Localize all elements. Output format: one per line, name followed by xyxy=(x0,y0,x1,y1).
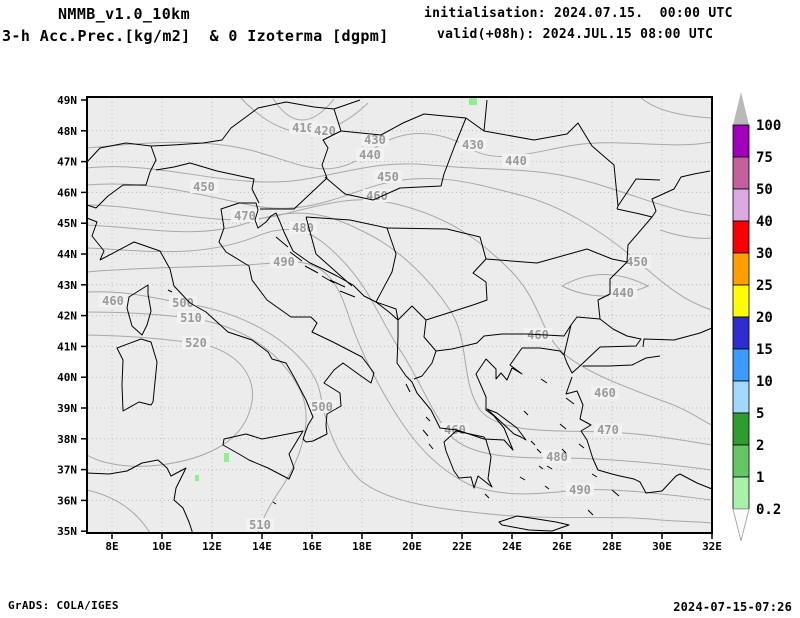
colorbar-segment xyxy=(733,157,749,189)
x-axis-label: 18E xyxy=(352,540,372,553)
y-axis-label: 43N xyxy=(57,279,77,292)
colorbar-label: 0.2 xyxy=(756,502,781,518)
colorbar-segment xyxy=(733,221,749,253)
isoline-label: 450 xyxy=(626,255,648,269)
colorbar-segment xyxy=(733,285,749,317)
x-axis-label: 22E xyxy=(452,540,472,553)
colorbar-arrow-top xyxy=(733,92,749,125)
x-axis-label: 8E xyxy=(105,540,118,553)
colorbar-label: 50 xyxy=(756,182,773,198)
y-axis-label: 39N xyxy=(57,402,77,415)
colorbar-label: 1 xyxy=(756,470,764,486)
colorbar-label: 2 xyxy=(756,438,764,454)
init-time-label: initialisation: 2024.07.15. 00:00 UTC xyxy=(424,6,733,21)
y-axis-label: 45N xyxy=(57,217,77,230)
y-axis-label: 42N xyxy=(57,310,77,323)
isoline-label: 470 xyxy=(597,423,619,437)
x-axis-label: 28E xyxy=(602,540,622,553)
isoline-label: 490 xyxy=(569,483,591,497)
colorbar-label: 100 xyxy=(756,118,781,134)
x-axis-label: 30E xyxy=(652,540,672,553)
y-axis-label: 41N xyxy=(57,340,77,353)
grads-credit: GrADS: COLA/IGES xyxy=(8,599,119,612)
colorbar-label: 10 xyxy=(756,374,773,390)
map-canvas: 4104204304304404404504504504404604604604… xyxy=(0,0,800,618)
y-axis-label: 48N xyxy=(57,125,77,138)
x-axis-label: 24E xyxy=(502,540,522,553)
precip-spot xyxy=(224,453,229,462)
colorbar-label: 20 xyxy=(756,310,773,326)
y-axis-label: 36N xyxy=(57,494,77,507)
precip-spot xyxy=(469,98,477,105)
isoline-label: 470 xyxy=(234,209,256,223)
colorbar-segment xyxy=(733,253,749,285)
precip-spot xyxy=(195,475,199,481)
isoline-label: 420 xyxy=(314,124,336,138)
isoline-label: 520 xyxy=(185,336,207,350)
creation-timestamp: 2024-07-15-07:26 xyxy=(673,600,792,614)
isoline-label: 490 xyxy=(273,255,295,269)
colorbar-legend: 100 75 50 40 30 25 20 15 10 5 2 1 0.2 xyxy=(733,92,781,541)
weather-map-page: NMMB_v1.0_10km 3-h Acc.Prec.[kg/m2] & 0 … xyxy=(0,0,800,618)
colorbar-segment xyxy=(733,317,749,349)
isoline-label: 430 xyxy=(462,138,484,152)
x-axis-label: 20E xyxy=(402,540,422,553)
valid-time-label: valid(+08h): 2024.JUL.15 08:00 UTC xyxy=(437,27,713,42)
y-axis-label: 46N xyxy=(57,186,77,199)
y-axis-label: 44N xyxy=(57,248,77,261)
y-axis-label: 38N xyxy=(57,433,77,446)
y-axis-label: 40N xyxy=(57,371,77,384)
field-title: 3-h Acc.Prec.[kg/m2] & 0 Izoterma [dgpm] xyxy=(2,27,389,45)
isoline-label: 410 xyxy=(292,121,314,135)
colorbar-label: 75 xyxy=(756,150,773,166)
isoline-label: 460 xyxy=(366,189,388,203)
isoline-label: 500 xyxy=(311,400,333,414)
x-axis-label: 16E xyxy=(302,540,322,553)
x-axis-label: 14E xyxy=(252,540,272,553)
isoline-label: 440 xyxy=(505,154,527,168)
colorbar-segment xyxy=(733,381,749,413)
isoline-label: 510 xyxy=(180,311,202,325)
isoline-label: 510 xyxy=(249,518,271,532)
isoline-label: 430 xyxy=(364,133,386,147)
colorbar-segment xyxy=(733,349,749,381)
x-axis-label: 32E xyxy=(702,540,722,553)
y-axis-label: 49N xyxy=(57,94,77,107)
y-axis-label: 47N xyxy=(57,156,77,169)
colorbar-segment xyxy=(733,413,749,445)
colorbar-segment xyxy=(733,189,749,221)
colorbar-segment xyxy=(733,125,749,157)
x-axis-label: 26E xyxy=(552,540,572,553)
colorbar-label: 30 xyxy=(756,246,773,262)
colorbar-label: 5 xyxy=(756,406,764,422)
isoline-label: 460 xyxy=(102,294,124,308)
isoline-label: 450 xyxy=(193,180,215,194)
colorbar-label: 25 xyxy=(756,278,773,294)
colorbar-arrow-bottom xyxy=(733,509,749,541)
y-axis-label: 37N xyxy=(57,464,77,477)
colorbar-label: 40 xyxy=(756,214,773,230)
x-axis-label: 12E xyxy=(202,540,222,553)
colorbar-label: 15 xyxy=(756,342,773,358)
colorbar-segment xyxy=(733,445,749,477)
model-title: NMMB_v1.0_10km xyxy=(58,5,190,23)
isoline-label: 450 xyxy=(377,170,399,184)
isoline-label: 460 xyxy=(594,386,616,400)
x-axis-label: 10E xyxy=(152,540,172,553)
y-axis-label: 35N xyxy=(57,525,77,538)
isoline-label: 440 xyxy=(359,148,381,162)
isoline-label: 440 xyxy=(612,286,634,300)
colorbar-segment xyxy=(733,477,749,509)
